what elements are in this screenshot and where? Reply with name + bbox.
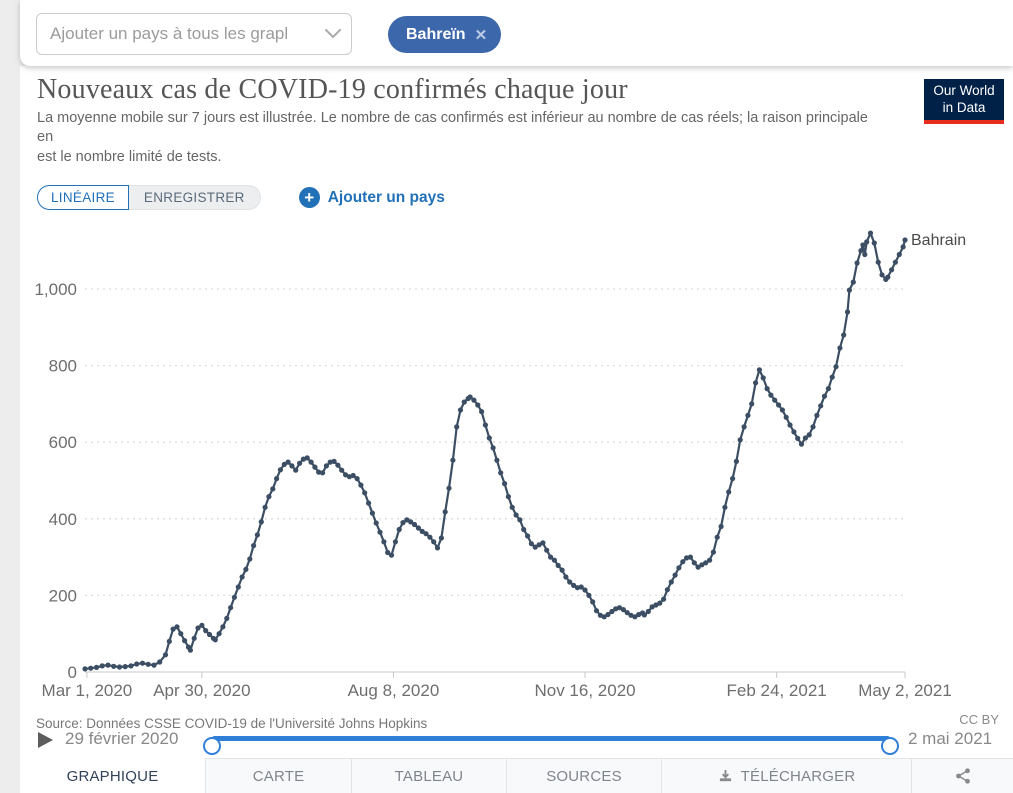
chart-subtitle: La moyenne mobile sur 7 jours est illust… — [37, 109, 1013, 167]
bottom-tab-bar: GRAPHIQUE CARTE TABLEAU SOURCES TÉLÉCHAR… — [0, 758, 1013, 793]
owid-logo[interactable]: Our World in Data — [924, 79, 1004, 124]
timeline-start-handle[interactable] — [203, 737, 221, 755]
timeline-track[interactable] — [203, 736, 899, 755]
save-button[interactable]: ENREGISTRER — [128, 185, 261, 210]
timeline-start-date: 29 février 2020 — [65, 729, 179, 748]
chart-title: Nouveaux cas de COVID-19 confirmés chaqu… — [37, 74, 628, 105]
timeline: 29 février 2020 2 mai 2021 — [20, 726, 1013, 758]
tab-graphique[interactable]: GRAPHIQUE — [20, 758, 205, 793]
license-label[interactable]: CC BY — [959, 712, 999, 727]
close-icon[interactable]: ✕ — [474, 26, 488, 44]
owid-logo-red-bar — [924, 119, 1004, 124]
add-country-label: Ajouter un pays — [327, 188, 445, 206]
selected-country-label: Bahreïn — [406, 25, 466, 43]
chart-controls-row: LINÉAIRE ENREGISTRER + Ajouter un pays — [37, 185, 445, 210]
chart-subtitle-line1: La moyenne mobile sur 7 jours est illust… — [37, 110, 868, 126]
tab-graphique-label: GRAPHIQUE — [66, 767, 159, 785]
tab-sources[interactable]: SOURCES — [506, 758, 661, 793]
timeline-end-handle[interactable] — [881, 737, 899, 755]
scale-toggle-group: LINÉAIRE ENREGISTRER — [37, 185, 261, 210]
top-controls-bar: Ajouter un pays à tous les grapl Bahreïn… — [20, 0, 1013, 66]
source-line[interactable]: Source: Données CSSE COVID-19 de l'Unive… — [36, 716, 428, 731]
timeline-end-date: 2 mai 2021 — [908, 729, 993, 748]
owid-logo-line1: Our World — [933, 83, 995, 98]
tab-tableau[interactable]: TABLEAU — [351, 758, 506, 793]
plus-circle-icon: + — [298, 187, 320, 208]
country-select[interactable]: Ajouter un pays à tous les grapl — [36, 13, 352, 55]
selected-country-tag[interactable]: Bahreïn ✕ — [388, 16, 502, 53]
add-country-button[interactable]: + Ajouter un pays — [298, 187, 445, 208]
linear-toggle-button[interactable]: LINÉAIRE — [37, 185, 129, 210]
tab-sources-label: SOURCES — [546, 767, 622, 785]
tab-tableau-label: TABLEAU — [394, 767, 464, 785]
tab-telecharger[interactable]: TÉLÉCHARGER — [661, 758, 911, 793]
tab-carte-label: CARTE — [252, 767, 305, 785]
tab-carte[interactable]: CARTE — [205, 758, 351, 793]
chart-card: Nouveaux cas de COVID-19 confirmés chaqu… — [20, 66, 1013, 758]
share-icon — [955, 768, 970, 784]
play-icon[interactable] — [35, 730, 55, 750]
chart-subtitle-line3: est le nombre limité de tests. — [37, 148, 222, 165]
tab-telecharger-label: TÉLÉCHARGER — [740, 767, 856, 785]
download-icon — [718, 769, 733, 784]
chevron-down-icon — [325, 29, 341, 39]
chart-subtitle-line2: en — [37, 129, 54, 146]
tab-share[interactable] — [911, 758, 1013, 793]
owid-logo-line2: in Data — [942, 99, 986, 115]
country-select-placeholder: Ajouter un pays à tous les grapl — [50, 24, 289, 43]
